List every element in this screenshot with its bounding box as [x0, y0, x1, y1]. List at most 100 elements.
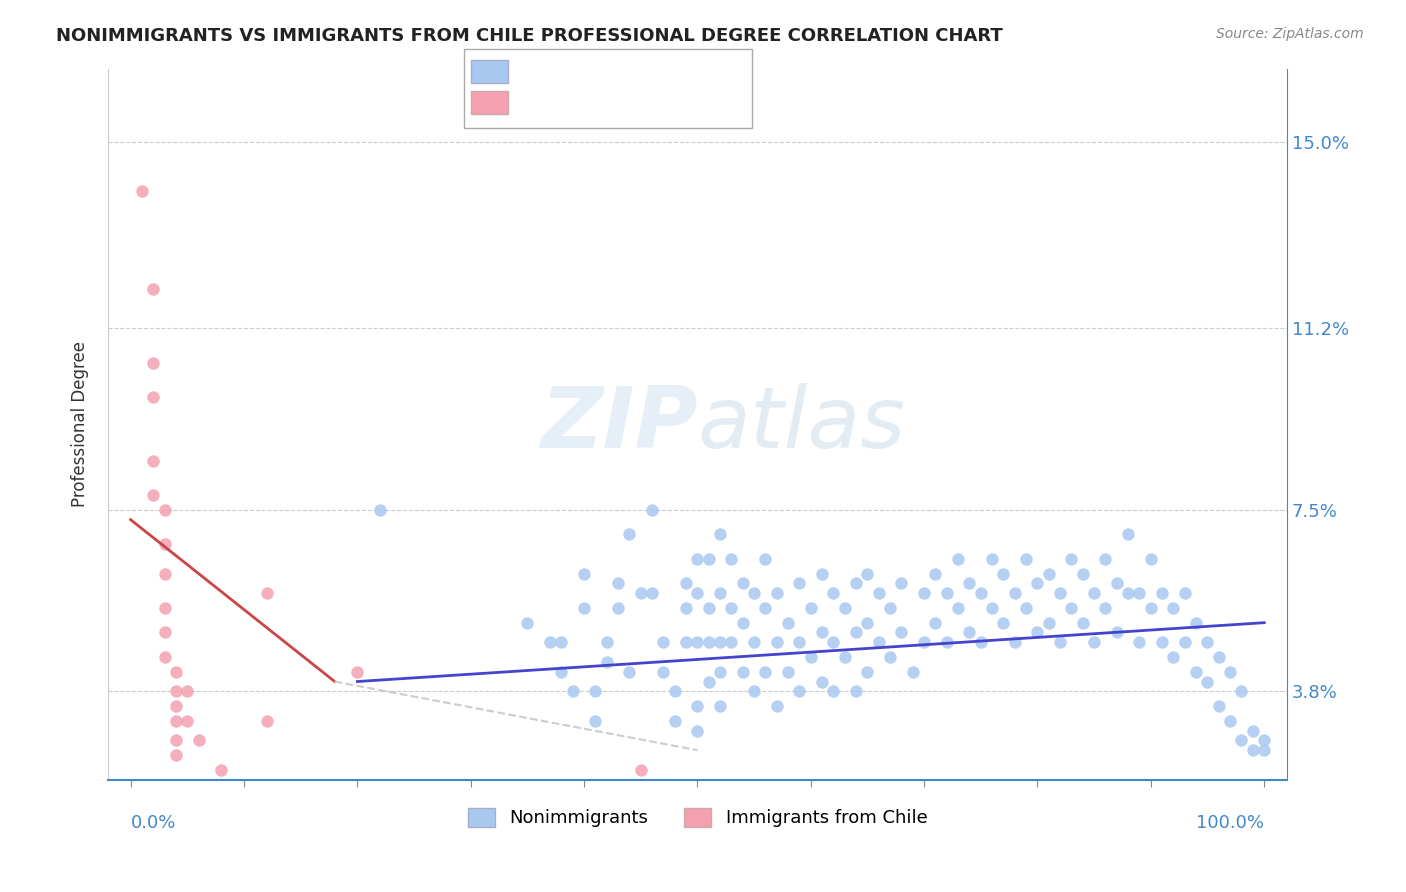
Point [572, 566, 595, 581]
Point [641, 503, 664, 517]
Point [596, 655, 619, 669]
Point [1004, 586, 1026, 600]
Point [709, 527, 731, 541]
Point [1230, 684, 1253, 698]
Point [890, 576, 912, 591]
Point [1060, 552, 1083, 566]
Point [1105, 576, 1128, 591]
Point [686, 723, 709, 738]
Point [823, 684, 845, 698]
Point [1071, 566, 1094, 581]
Point [538, 635, 561, 649]
Point [823, 635, 845, 649]
Point [142, 390, 165, 404]
Point [1219, 665, 1241, 679]
Text: Source: ZipAtlas.com: Source: ZipAtlas.com [1216, 27, 1364, 41]
Text: ZIP: ZIP [540, 383, 697, 466]
Point [209, 763, 232, 777]
Point [993, 566, 1015, 581]
Point [946, 601, 969, 615]
Point [789, 684, 811, 698]
Point [1116, 527, 1139, 541]
Point [675, 576, 697, 591]
Point [765, 699, 787, 714]
Point [675, 601, 697, 615]
Point [1219, 714, 1241, 728]
Point [550, 665, 572, 679]
Point [697, 601, 720, 615]
Point [778, 615, 800, 630]
Point [811, 625, 834, 640]
Point [845, 684, 868, 698]
Point [686, 552, 709, 566]
Point [970, 635, 993, 649]
Point [697, 552, 720, 566]
Point [1026, 576, 1049, 591]
Point [912, 586, 935, 600]
Point [1253, 733, 1275, 747]
Point [652, 635, 675, 649]
Point [664, 714, 686, 728]
Point [731, 665, 754, 679]
Point [131, 184, 153, 198]
Point [845, 576, 868, 591]
Text: R =  0.151  N = 146: R = 0.151 N = 146 [517, 62, 707, 80]
Point [924, 566, 946, 581]
Point [765, 635, 787, 649]
Point [856, 566, 879, 581]
Point [630, 586, 652, 600]
Point [619, 527, 641, 541]
Point [153, 537, 176, 551]
Point [686, 586, 709, 600]
Point [697, 635, 720, 649]
Point [1004, 635, 1026, 649]
Point [142, 282, 165, 296]
Point [1241, 743, 1264, 757]
Point [890, 625, 912, 640]
Point [652, 665, 675, 679]
Point [142, 488, 165, 502]
Point [800, 601, 823, 615]
Point [970, 586, 993, 600]
Point [946, 552, 969, 566]
Point [720, 552, 742, 566]
Point [981, 552, 1004, 566]
Point [709, 635, 731, 649]
Point [823, 586, 845, 600]
Point [1230, 733, 1253, 747]
Point [165, 665, 187, 679]
Point [1083, 635, 1105, 649]
Point [845, 625, 868, 640]
Point [1038, 615, 1060, 630]
Point [1026, 625, 1049, 640]
Point [1038, 566, 1060, 581]
Point [1049, 586, 1071, 600]
Point [742, 586, 765, 600]
Point [981, 601, 1004, 615]
Point [959, 576, 981, 591]
Point [142, 356, 165, 370]
Point [686, 699, 709, 714]
Point [1253, 743, 1275, 757]
Point [868, 635, 890, 649]
Legend: Nonimmigrants, Immigrants from Chile: Nonimmigrants, Immigrants from Chile [460, 801, 935, 835]
Point [165, 699, 187, 714]
Point [619, 665, 641, 679]
Point [993, 615, 1015, 630]
Point [1116, 586, 1139, 600]
Point [583, 684, 606, 698]
Point [856, 665, 879, 679]
Point [1163, 650, 1185, 665]
Point [1197, 674, 1219, 689]
Point [165, 748, 187, 763]
Point [1152, 586, 1174, 600]
Point [800, 650, 823, 665]
Point [630, 763, 652, 777]
Point [153, 650, 176, 665]
Point [1105, 625, 1128, 640]
Point [1152, 635, 1174, 649]
Point [153, 625, 176, 640]
Point [675, 635, 697, 649]
Point [834, 650, 856, 665]
Point [1140, 601, 1163, 615]
